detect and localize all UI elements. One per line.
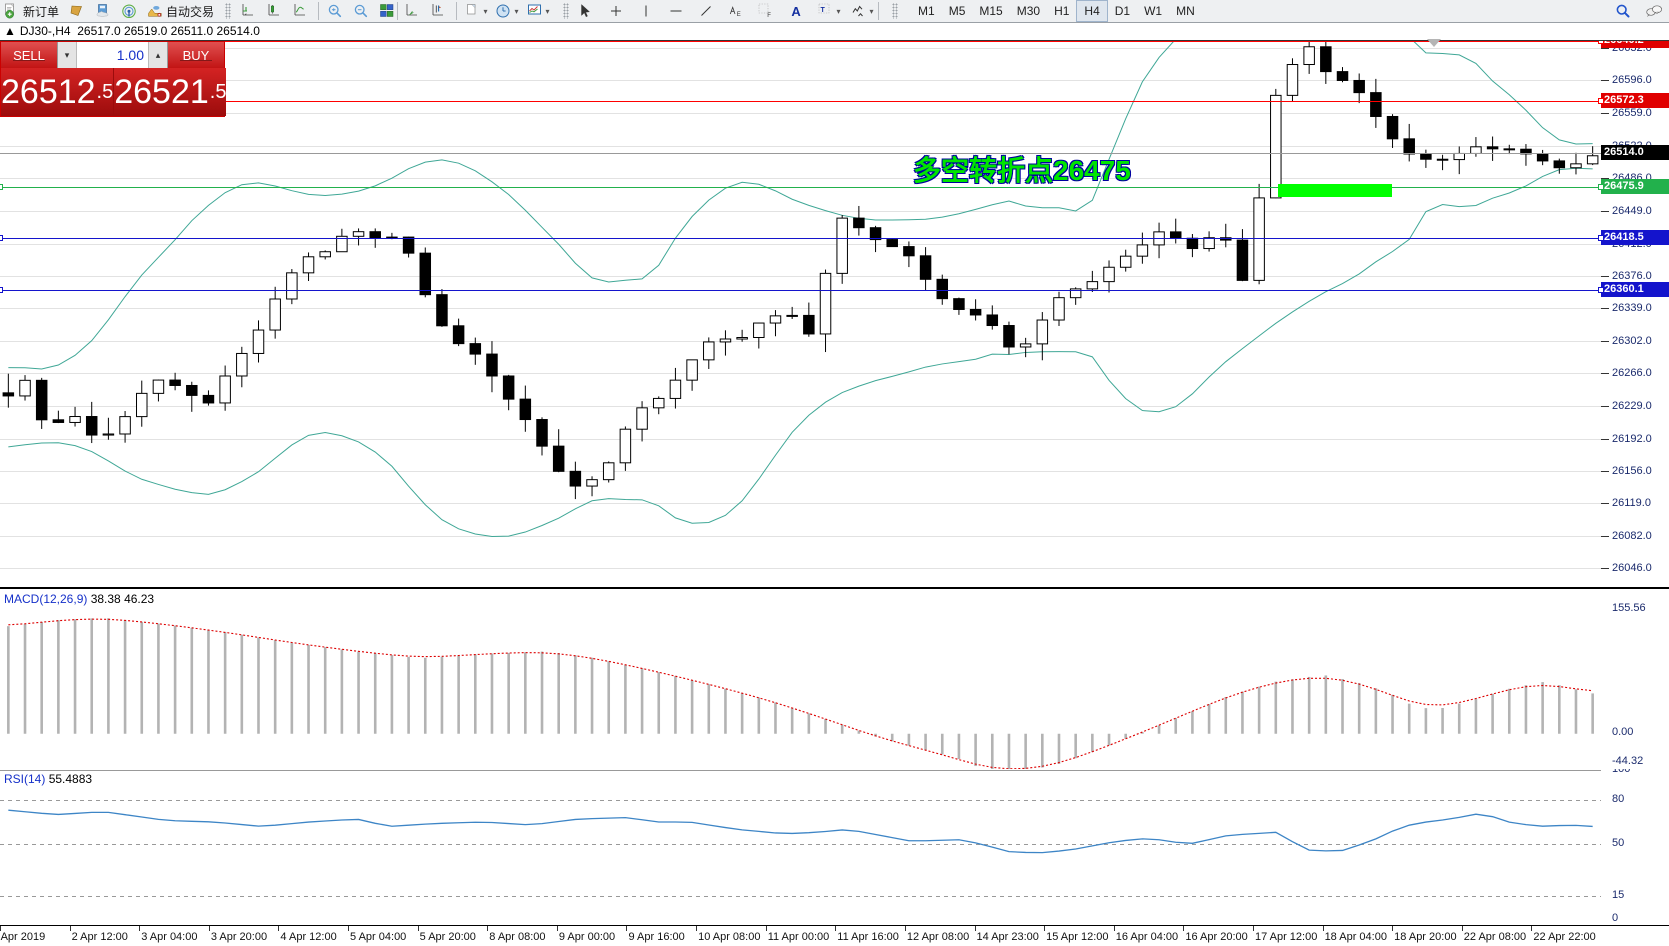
- svg-text:F: F: [767, 13, 771, 19]
- svg-text:E: E: [737, 12, 741, 18]
- svg-text:T: T: [821, 7, 826, 14]
